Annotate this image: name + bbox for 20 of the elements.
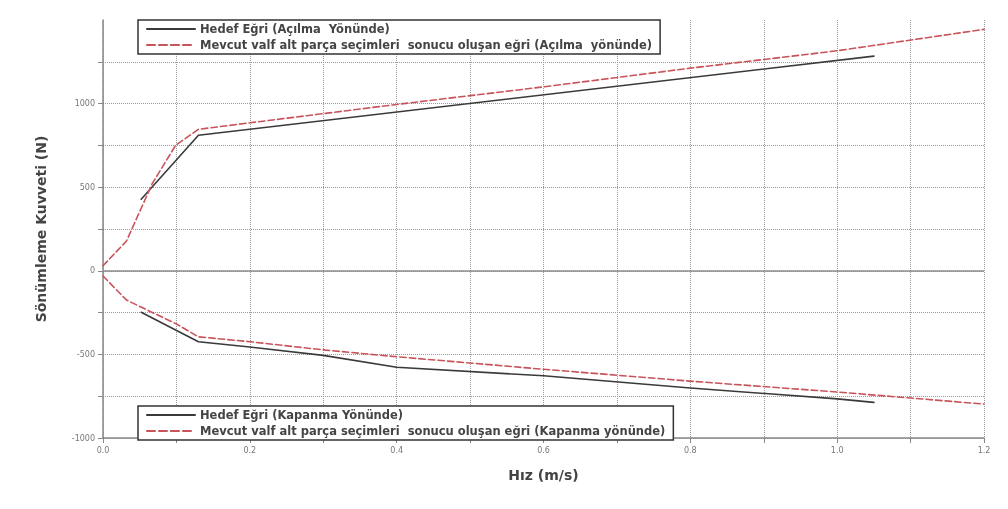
y-tick-label: -1000	[71, 433, 95, 443]
x-tick-label: 0.4	[390, 445, 404, 455]
line-series	[140, 311, 875, 404]
legend-label: Mevcut valf alt parça seçimleri sonucu oluşan eğri (Açılma yönünde)	[200, 38, 653, 52]
y-tick-label: 1000	[74, 99, 95, 109]
x-tick-label: 0.2	[243, 445, 257, 455]
y-tick-label: -500	[76, 349, 95, 359]
x-tick-label: 0.6	[537, 445, 550, 455]
legend-label: Mevcut valf alt parça seçimleri sonucu oluşan eğri (Kapanma yönünde)	[200, 424, 666, 438]
x-axis-title: Hız (m/s)	[508, 467, 579, 483]
line-series	[102, 275, 985, 405]
legend-label: Hedef Eğri (Açılma Yönünde)	[200, 22, 390, 36]
x-tick-label: 1.2	[977, 445, 991, 455]
x-tick-label: 0.0	[96, 445, 110, 455]
y-tick-label: 500	[79, 182, 95, 192]
y-axis-title: Sönümleme Kuvveti (N)	[33, 135, 49, 323]
x-tick-label: 1.0	[830, 445, 844, 455]
legend-label: Hedef Eğri (Kapanma Yönünde)	[200, 408, 404, 422]
x-tick-label: 0.8	[683, 445, 697, 455]
y-tick-label: 0	[89, 266, 95, 276]
